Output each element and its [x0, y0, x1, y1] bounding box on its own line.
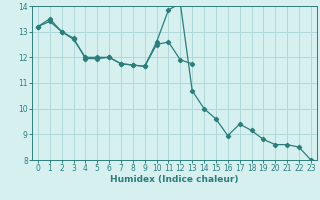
- X-axis label: Humidex (Indice chaleur): Humidex (Indice chaleur): [110, 175, 239, 184]
